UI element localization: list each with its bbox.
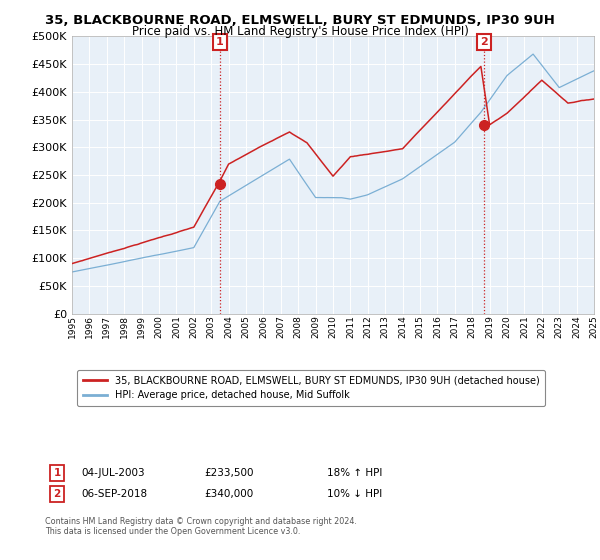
Text: 2: 2 bbox=[480, 37, 488, 47]
Text: 35, BLACKBOURNE ROAD, ELMSWELL, BURY ST EDMUNDS, IP30 9UH: 35, BLACKBOURNE ROAD, ELMSWELL, BURY ST … bbox=[45, 14, 555, 27]
Text: Contains HM Land Registry data © Crown copyright and database right 2024.
This d: Contains HM Land Registry data © Crown c… bbox=[45, 517, 357, 536]
Text: 2: 2 bbox=[53, 489, 61, 499]
Text: 18% ↑ HPI: 18% ↑ HPI bbox=[327, 468, 382, 478]
Text: 1: 1 bbox=[53, 468, 61, 478]
Text: 04-JUL-2003: 04-JUL-2003 bbox=[81, 468, 145, 478]
Text: Price paid vs. HM Land Registry's House Price Index (HPI): Price paid vs. HM Land Registry's House … bbox=[131, 25, 469, 38]
Legend: 35, BLACKBOURNE ROAD, ELMSWELL, BURY ST EDMUNDS, IP30 9UH (detached house), HPI:: 35, BLACKBOURNE ROAD, ELMSWELL, BURY ST … bbox=[77, 370, 545, 406]
Text: £233,500: £233,500 bbox=[204, 468, 254, 478]
Text: 10% ↓ HPI: 10% ↓ HPI bbox=[327, 489, 382, 499]
Text: £340,000: £340,000 bbox=[204, 489, 253, 499]
Text: 06-SEP-2018: 06-SEP-2018 bbox=[81, 489, 147, 499]
Text: 1: 1 bbox=[216, 37, 224, 47]
